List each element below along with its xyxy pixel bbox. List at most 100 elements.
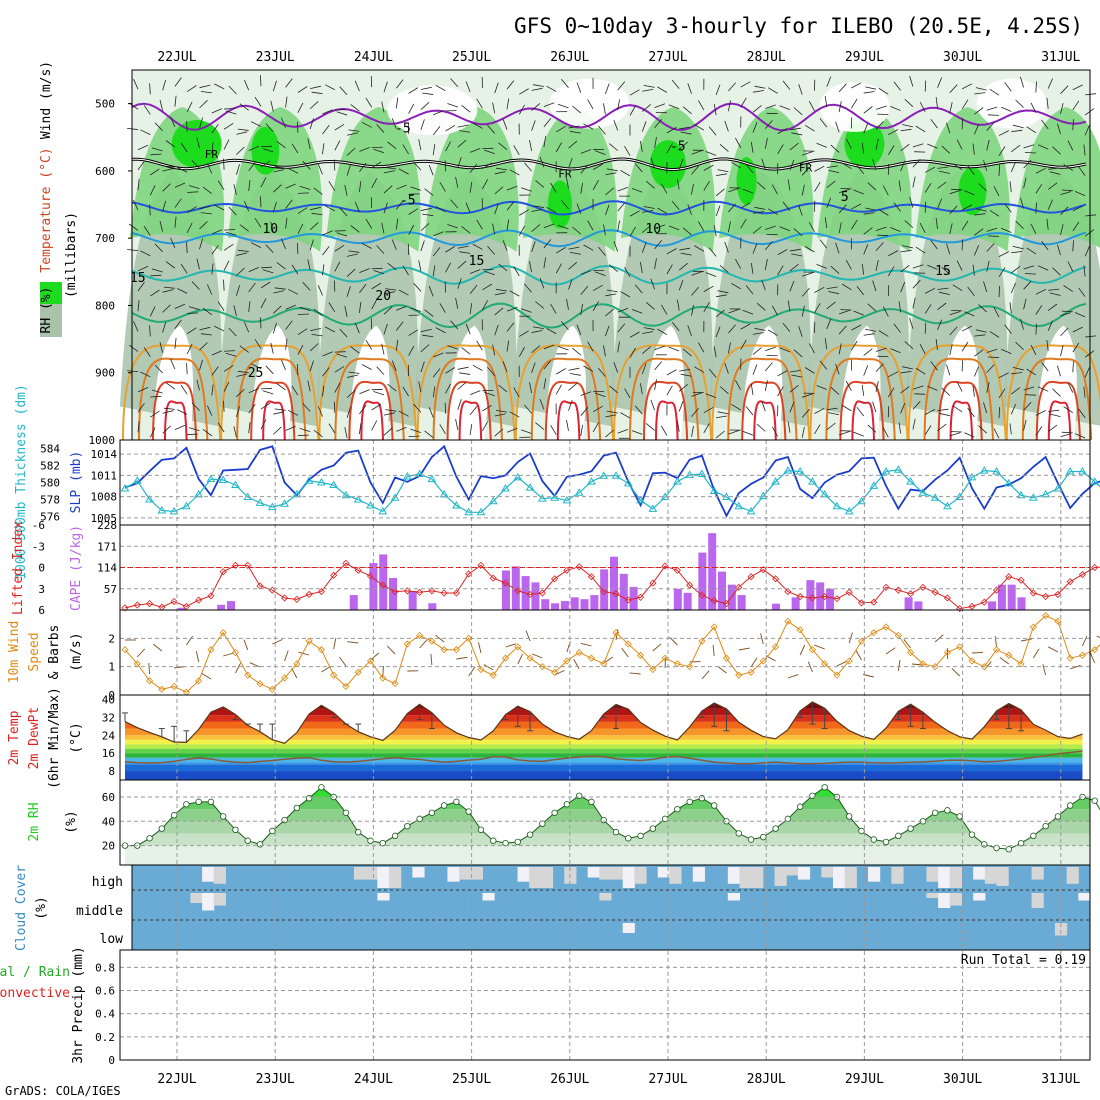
wind-barb (715, 326, 721, 338)
wind-barb (469, 424, 473, 436)
temp-tick-label: 40 (102, 693, 115, 706)
wind-barb (228, 206, 237, 216)
wind-barb (767, 87, 778, 94)
wind-barb (666, 127, 677, 134)
wind-barb (1023, 280, 1032, 290)
wind-barb (1030, 102, 1037, 113)
wind-barb (687, 204, 692, 215)
wind-barb (395, 321, 404, 331)
wind-barb (1061, 189, 1073, 192)
wind-barb (373, 148, 385, 154)
wind-barb (872, 159, 877, 171)
wind-barb (276, 383, 286, 391)
wind-barb (543, 378, 547, 390)
wind-barb (450, 320, 459, 330)
wind-barb (875, 363, 884, 372)
rh2m-marker (1066, 802, 1074, 809)
wind-barb (324, 84, 335, 91)
wind-barb (605, 83, 610, 95)
wind-barb (893, 81, 901, 91)
wind-barb (1037, 386, 1049, 392)
isotherm-warm (727, 357, 798, 441)
wind-barb (233, 305, 237, 317)
wind-barb (422, 92, 434, 95)
wind-barb (211, 366, 219, 376)
wind-barb (641, 121, 647, 132)
wind-barb (410, 307, 422, 312)
wind-barb (691, 271, 703, 276)
wind-barb (853, 431, 864, 437)
wind-barb (640, 383, 643, 395)
wind-barb (787, 421, 791, 433)
wind-barb (782, 201, 791, 211)
cloud-clear-cell (1078, 893, 1091, 901)
wind-barb (262, 390, 274, 395)
wind-barb (550, 424, 557, 435)
wind-barb (791, 253, 803, 257)
wind-barb (402, 386, 409, 397)
isotherm-warm (907, 344, 1007, 441)
wind-barb (819, 360, 828, 370)
wind-barb (214, 83, 225, 90)
temp-band (125, 739, 1083, 745)
isotherm-label: -5 (670, 140, 686, 155)
wind-speed-marker (145, 677, 154, 685)
rh2m-marker (674, 805, 681, 813)
wind-barb (225, 110, 237, 115)
wind-speed-marker (195, 677, 203, 685)
wind-barb (543, 102, 555, 108)
wind-barb (484, 149, 495, 155)
cape-bar (531, 582, 540, 610)
wind-speed-marker (366, 657, 375, 665)
cloud-clear-cell (634, 867, 647, 884)
lifted-index-marker (931, 588, 939, 596)
rh2m-marker (1017, 839, 1025, 847)
wind-barb (851, 82, 862, 89)
wind-barb (740, 323, 751, 330)
rh-band-dark (958, 167, 987, 216)
ylabel-cape: CAPE (J/kg) (69, 525, 84, 611)
wind-barb (998, 251, 1009, 257)
wind-barb (1011, 144, 1021, 153)
wind-barb (251, 363, 262, 370)
wind-barb (998, 267, 1006, 278)
wind-barb (919, 344, 926, 355)
wind-barb (594, 150, 606, 155)
date-label-bottom: 28JUL (747, 1072, 786, 1087)
wind-barb (605, 187, 615, 196)
wind-barb (361, 121, 372, 128)
surface-wind-barb (321, 665, 331, 673)
wind-barb (961, 341, 969, 352)
wind-barb (413, 403, 422, 413)
wind-barb (137, 160, 145, 171)
lifted-index-marker (416, 588, 424, 596)
lifted-index-marker (980, 598, 988, 606)
surface-wind-barb (525, 630, 531, 642)
rh2m-marker (1042, 822, 1049, 830)
wind-barb (838, 325, 847, 335)
rh2m-marker (428, 809, 436, 816)
wind-barb (347, 132, 358, 136)
wind-barb (531, 224, 541, 232)
wind-barb (678, 158, 684, 170)
wind-barb (302, 282, 311, 291)
wind-barb (555, 368, 566, 375)
wind-barb (629, 105, 636, 116)
wind-barb (566, 419, 569, 431)
wind-barb (557, 224, 569, 230)
wind-barb (914, 393, 926, 395)
wind-barb (359, 147, 370, 152)
rh2m-marker (711, 802, 718, 809)
wind-barb (524, 404, 532, 414)
wind-barb (128, 223, 139, 231)
wind-barb (211, 263, 214, 275)
wind-barb (838, 188, 850, 194)
wind-barb (359, 423, 362, 435)
thickness-marker (930, 493, 940, 501)
wind-barb (248, 301, 251, 313)
wind-barb (1041, 240, 1049, 251)
cape-bar (560, 601, 569, 610)
isotherm-warm (164, 400, 188, 441)
freezing-label: FR (799, 162, 813, 175)
precip-tick-label: 0 (108, 1054, 115, 1067)
